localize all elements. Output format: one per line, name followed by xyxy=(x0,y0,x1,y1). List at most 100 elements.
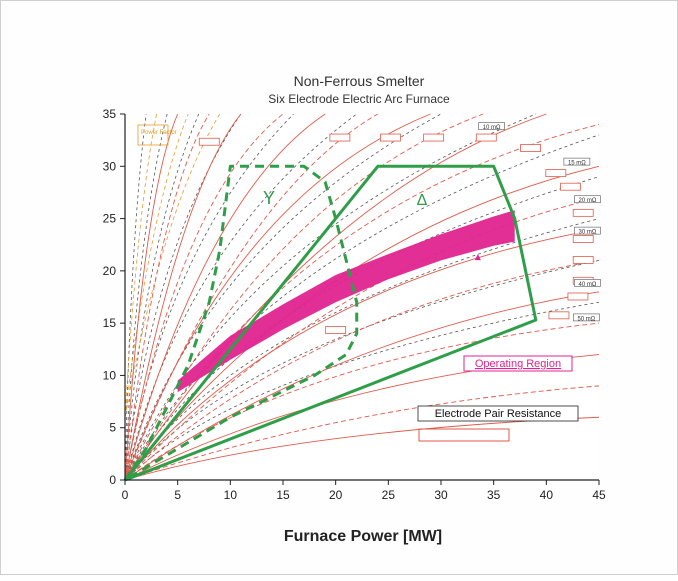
x-tick-label: 0 xyxy=(122,488,129,502)
resistance-label-boxes: 10 mΩ 15 mΩ 20 mΩ 30 mΩ 40 mΩ 50 mΩ xyxy=(198,122,601,334)
connection-zones xyxy=(123,164,538,482)
resistance-curve xyxy=(124,259,600,481)
power-factor-curve xyxy=(124,113,242,481)
y-tick-label: 0 xyxy=(109,473,116,487)
y-tick-label: 25 xyxy=(103,212,117,226)
resistance-curve xyxy=(124,322,600,481)
x-tick-label: 25 xyxy=(382,488,396,502)
resistance-label-frame xyxy=(478,122,505,130)
axes xyxy=(124,114,599,481)
x-tick-label: 30 xyxy=(434,488,448,502)
y-tick-label: 20 xyxy=(103,264,117,278)
resistance-curve xyxy=(124,228,600,481)
wye-label: Y xyxy=(263,188,275,208)
resistance-label-box xyxy=(567,292,589,301)
chart-title: Non-Ferrous Smelter xyxy=(294,73,425,89)
resistance-label-box xyxy=(325,326,347,334)
resistance-label: 30 mΩ xyxy=(578,230,596,236)
power-factor-curve xyxy=(124,113,536,481)
power-factor-curve xyxy=(124,113,294,481)
operating-region-label: Operating Region xyxy=(475,358,561,370)
power-factor-arc xyxy=(124,113,157,418)
resistance-label-frame xyxy=(573,313,600,322)
operating-region-band xyxy=(177,210,515,393)
resistance-curve xyxy=(124,113,242,481)
resistance-label-box xyxy=(198,137,220,146)
power-factor-curve xyxy=(124,113,147,481)
y-tick-label: 30 xyxy=(103,159,117,173)
resistance-curve xyxy=(124,124,600,481)
resistance-label-box xyxy=(560,182,581,191)
resistance-curve xyxy=(124,113,210,481)
resistance-label-box xyxy=(329,133,351,142)
resistance-label-frame xyxy=(574,279,601,287)
operating-region xyxy=(177,210,515,393)
legend-box xyxy=(417,405,579,422)
resistance-curve xyxy=(124,113,431,481)
plot-background xyxy=(125,114,599,480)
resistance-label: 50 mΩ xyxy=(577,316,595,322)
resistance-curve xyxy=(124,113,179,481)
resistance-label: 15 mΩ xyxy=(568,161,586,167)
legend-swatch-power-factor xyxy=(137,124,169,146)
power-factor-curve xyxy=(124,113,357,481)
resistance-label-box xyxy=(548,311,570,320)
annotations: Y Δ Operating Region Electrode Pair Resi… xyxy=(137,124,579,442)
resistance-label-box xyxy=(423,133,445,142)
wye-zone-boundary xyxy=(123,164,359,482)
delta-label: Δ xyxy=(417,192,428,209)
x-tick-label: 10 xyxy=(224,488,238,502)
resistance-label-box xyxy=(545,169,567,178)
resistance-curve xyxy=(124,113,379,481)
resistance-curve xyxy=(124,113,326,481)
resistance-label: 10 mΩ xyxy=(483,125,501,131)
legend-item-power-factor: Power Factor xyxy=(141,130,177,136)
resistance-label-frame xyxy=(574,226,601,235)
resistance-label-box xyxy=(520,144,541,152)
x-tick-label: 20 xyxy=(329,488,343,502)
plot-area xyxy=(125,114,599,480)
resistance-curve xyxy=(124,197,600,481)
y-tick-label: 15 xyxy=(103,316,117,330)
power-factor-arc xyxy=(124,113,189,418)
resistance-curve xyxy=(124,291,600,481)
resistance-label-box xyxy=(380,133,401,142)
resistance-label-box xyxy=(572,235,594,243)
power-factor-curve xyxy=(124,260,600,481)
resistance-label: 20 mΩ xyxy=(578,198,596,204)
resistance-curves xyxy=(124,113,600,481)
power-factor-curve xyxy=(124,113,168,481)
power-factor-curve xyxy=(124,134,600,481)
tick-labels: 0 5 10 15 20 25 30 35 40 45 0 5 10 15 20 25 30 35 xyxy=(103,107,606,502)
power-factor-curve xyxy=(124,113,442,481)
delta-zone-boundary xyxy=(123,164,538,482)
operating-region-marker xyxy=(474,254,481,261)
y-tick-label: 5 xyxy=(109,421,116,435)
y-tick-label: 35 xyxy=(103,107,117,121)
chart-subtitle: Six Electrode Electric Arc Furnace xyxy=(268,92,450,106)
x-tick-label: 40 xyxy=(540,488,554,502)
resistance-label: 40 mΩ xyxy=(578,282,596,288)
x-tick-label: 35 xyxy=(487,488,501,502)
power-factor-curve xyxy=(124,113,200,481)
x-tick-label: 5 xyxy=(174,488,181,502)
resistance-label-frame xyxy=(574,195,601,204)
x-tick-label: 15 xyxy=(276,488,290,502)
operating-region-label-box xyxy=(463,355,573,372)
x-tick-label: 45 xyxy=(592,488,606,502)
y-tick-label: 10 xyxy=(103,368,117,382)
resistance-label-box xyxy=(572,255,594,264)
resistance-label-box xyxy=(572,208,594,217)
legend-item-resistance: Electrode Pair Resistance xyxy=(435,408,562,420)
resistance-label-box xyxy=(475,133,497,142)
power-factor-curve xyxy=(124,176,600,481)
resistance-curve xyxy=(124,416,600,481)
resistance-curve xyxy=(124,113,284,481)
power-factor-curve xyxy=(124,301,600,481)
resistance-label-frame xyxy=(563,157,591,166)
resistance-curve xyxy=(124,385,600,481)
legend-swatch-resistance xyxy=(418,428,510,442)
x-axis-label: Furnace Power [MW] xyxy=(284,528,442,545)
